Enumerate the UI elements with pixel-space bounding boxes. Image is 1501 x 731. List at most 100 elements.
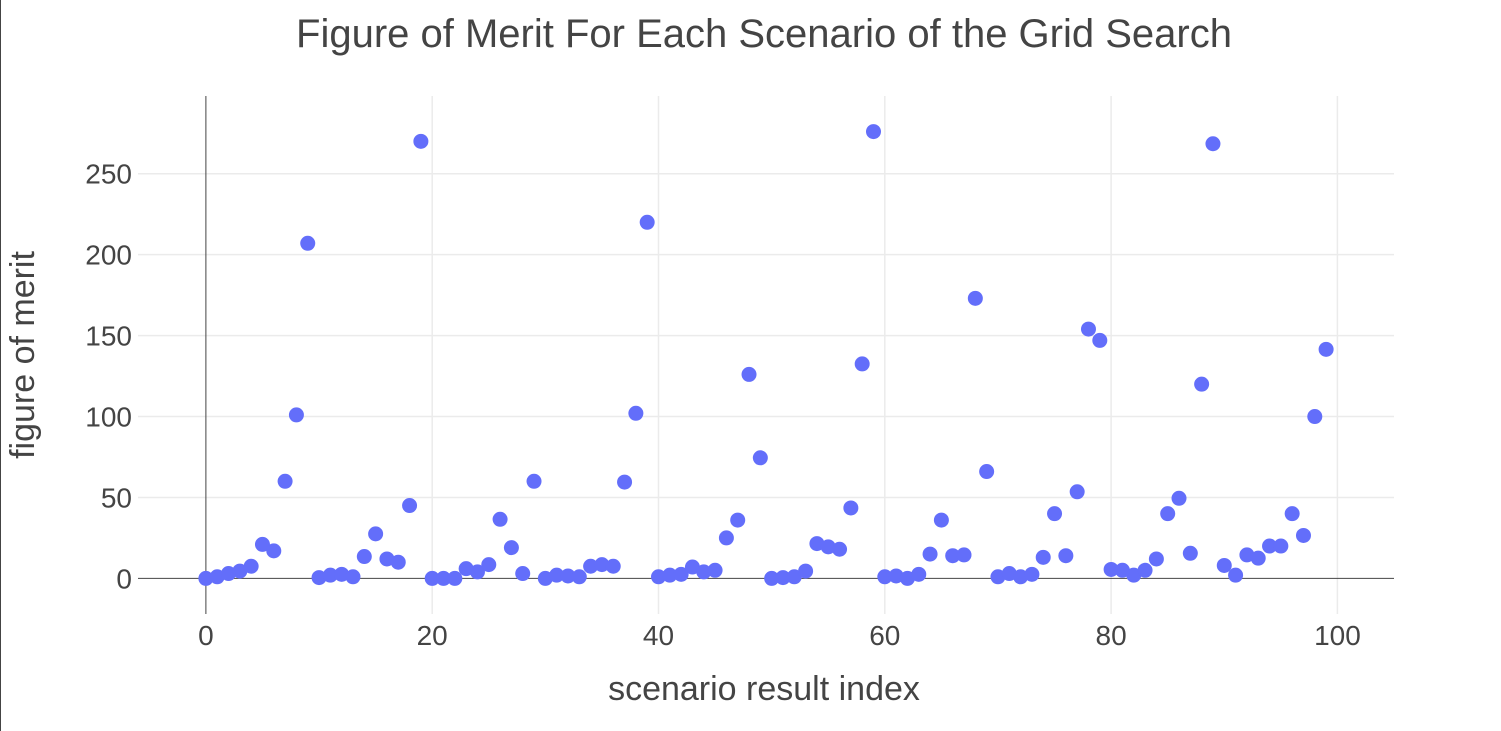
- data-point: [1080, 321, 1096, 337]
- data-point: [345, 569, 361, 585]
- data-point: [402, 498, 418, 514]
- data-point: [232, 563, 248, 579]
- data-point: [1171, 490, 1187, 506]
- data-point: [1182, 545, 1198, 561]
- data-point: [1103, 561, 1119, 577]
- data-point: [1273, 538, 1289, 554]
- data-point: [1160, 506, 1176, 522]
- y-axis-title: figure of merit: [4, 251, 42, 459]
- data-point: [1307, 409, 1323, 425]
- data-point: [436, 570, 452, 586]
- data-point: [492, 511, 508, 527]
- data-point: [854, 356, 870, 372]
- x-axis-title: scenario result index: [608, 670, 920, 708]
- data-point: [300, 235, 316, 251]
- data-point: [198, 570, 214, 586]
- data-point: [1047, 506, 1063, 522]
- data-point: [628, 405, 644, 421]
- data-point: [390, 554, 406, 570]
- data-point: [1035, 549, 1051, 565]
- data-point: [322, 567, 338, 583]
- data-point: [707, 562, 723, 578]
- data-point: [1194, 376, 1210, 392]
- data-point: [277, 473, 293, 489]
- data-point: [696, 564, 712, 580]
- data-point: [1216, 557, 1232, 573]
- data-point: [583, 558, 599, 574]
- data-point: [266, 543, 282, 559]
- x-tick-label: 60: [869, 620, 900, 651]
- data-point: [254, 536, 270, 552]
- data-points: [198, 124, 1334, 586]
- data-point: [221, 566, 237, 582]
- data-point: [684, 559, 700, 575]
- data-point: [1126, 567, 1142, 583]
- data-point: [1284, 506, 1300, 522]
- data-point: [1058, 548, 1074, 564]
- data-point: [1024, 566, 1040, 582]
- data-point: [1013, 569, 1029, 585]
- data-point: [922, 546, 938, 562]
- data-point: [798, 563, 814, 579]
- data-point: [752, 450, 768, 466]
- data-point: [1092, 332, 1108, 348]
- y-tick-label: 200: [85, 240, 132, 271]
- data-point: [1239, 547, 1255, 563]
- data-point: [651, 569, 667, 585]
- data-point: [1148, 551, 1164, 567]
- data-point: [877, 569, 893, 585]
- data-point: [945, 548, 961, 564]
- data-point: [911, 566, 927, 582]
- data-point: [413, 133, 429, 149]
- y-tick-label: 50: [101, 482, 132, 513]
- data-point: [243, 558, 259, 574]
- data-point: [775, 570, 791, 586]
- data-point: [605, 558, 621, 574]
- data-point: [537, 570, 553, 586]
- y-tick-label: 150: [85, 321, 132, 352]
- y-tick-label: 100: [85, 402, 132, 433]
- data-point: [662, 567, 678, 583]
- data-point: [673, 566, 689, 582]
- data-point: [888, 568, 904, 584]
- data-point: [447, 570, 463, 586]
- data-point: [571, 569, 587, 585]
- data-point: [967, 290, 983, 306]
- data-point: [730, 512, 746, 528]
- data-point: [515, 566, 531, 582]
- x-tick-label: 0: [198, 620, 214, 651]
- data-point: [832, 541, 848, 557]
- data-point: [526, 473, 542, 489]
- data-point: [379, 551, 395, 567]
- data-point: [764, 570, 780, 586]
- data-point: [311, 570, 327, 586]
- chart-title: Figure of Merit For Each Scenario of the…: [296, 12, 1232, 56]
- y-tick-label: 0: [116, 563, 132, 594]
- data-point: [503, 540, 519, 556]
- data-point: [288, 407, 304, 423]
- data-point: [843, 500, 859, 516]
- data-point: [334, 566, 350, 582]
- data-point: [865, 124, 881, 140]
- x-tick-labels: 0 20 40 60 80 100: [198, 620, 1361, 651]
- x-tick-label: 100: [1314, 620, 1361, 651]
- data-point: [356, 549, 372, 565]
- data-point: [899, 570, 915, 586]
- data-point: [820, 539, 836, 555]
- data-point: [933, 512, 949, 528]
- data-point: [1001, 566, 1017, 582]
- data-point: [1069, 484, 1085, 500]
- y-tick-labels: 0 50 100 150 200 250: [85, 159, 132, 595]
- data-point: [617, 474, 633, 490]
- data-point: [741, 366, 757, 382]
- data-point: [979, 464, 995, 480]
- data-point: [458, 561, 474, 577]
- data-point: [1250, 550, 1266, 566]
- data-point: [424, 570, 440, 586]
- data-point: [1205, 136, 1221, 152]
- grid-lines: [138, 96, 1394, 614]
- data-point: [786, 569, 802, 585]
- x-tick-label: 80: [1096, 620, 1127, 651]
- data-point: [481, 557, 497, 573]
